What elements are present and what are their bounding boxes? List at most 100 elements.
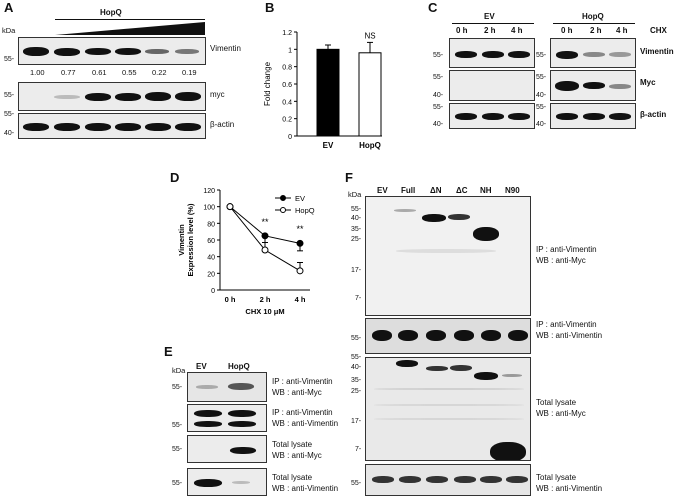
ip-label: IP : anti-Vimentin [272, 408, 333, 417]
ip-label: Total lysate [536, 473, 577, 482]
ip-label: Total lysate [272, 473, 313, 482]
significance-label: NS [364, 31, 375, 40]
timepoint: 0 h [561, 26, 573, 35]
ratio: 0.61 [92, 68, 107, 77]
panel-label-d: D [170, 170, 180, 185]
blot-c-hopq-vimentin [550, 38, 636, 68]
y-tick-label: 80 [207, 221, 215, 228]
blot-c-ev-vimentin [449, 38, 535, 68]
wb-label: WB : anti-Myc [272, 451, 322, 460]
ratio: 0.19 [182, 68, 197, 77]
lane-label: HopQ [228, 362, 250, 371]
data-point [261, 246, 269, 254]
x-axis-label: CHX 10 μM [245, 307, 284, 316]
blot-label-vimentin: Vimentin [640, 47, 674, 56]
y-tick-label: 60 [207, 238, 215, 245]
blot-f-ip-vimentin [365, 318, 531, 354]
marker: 35- [351, 377, 362, 384]
timepoint: 2 h [484, 26, 496, 35]
marker: 17- [351, 418, 362, 425]
ratio: 1.00 [30, 68, 45, 77]
y-tick-label: 120 [203, 188, 215, 195]
significance-label: ** [261, 217, 269, 227]
y-tick-label: 20 [207, 271, 215, 278]
marker: 55- [433, 104, 444, 111]
blot-e-total-myc [187, 435, 267, 463]
marker: 40- [351, 215, 362, 222]
y-axis-label: Vimentin [177, 224, 186, 256]
bar [316, 48, 340, 137]
ip-label: Total lysate [536, 398, 577, 407]
marker: 40- [536, 92, 547, 99]
marker: 55- [536, 74, 547, 81]
ratio: 0.22 [152, 68, 167, 77]
blot-f-total-myc [365, 357, 531, 461]
chart-b: 0 0.2 0.4 0.6 0.8 1 1.2 Fold change EV HopQ NS [263, 30, 382, 150]
y-tick-label: 40 [207, 255, 215, 262]
panel-label-c: C [428, 0, 438, 15]
ip-label: IP : anti-Vimentin [536, 320, 597, 329]
x-tick-label: EV [323, 141, 334, 150]
timepoint: 2 h [590, 26, 602, 35]
x-tick-label: 0 h [225, 295, 236, 304]
marker: 55- [4, 56, 15, 63]
y-tick-label: 0.6 [282, 82, 292, 89]
marker: 55- [172, 480, 183, 487]
marker: 55- [172, 384, 183, 391]
kda-label: kDa [2, 26, 16, 35]
panel-label-e: E [164, 344, 173, 359]
marker: 25- [351, 388, 362, 395]
blot-a-actin [18, 113, 206, 139]
panel-label-f: F [345, 170, 353, 185]
blot-label-actin: β-actin [640, 110, 667, 119]
data-point [226, 203, 234, 211]
y-tick-label: 0 [288, 134, 292, 141]
y-tick-label: 0 [211, 288, 215, 295]
ratio: 0.55 [122, 68, 137, 77]
legend-marker [280, 195, 286, 201]
timepoint: 4 h [616, 26, 628, 35]
y-tick-label: 100 [203, 205, 215, 212]
lane-label: NH [480, 186, 492, 195]
marker: 55- [351, 354, 362, 361]
group-line [553, 23, 635, 24]
marker: 55- [536, 52, 547, 59]
blot-label-actin: β-actin [210, 120, 235, 129]
blot-c-hopq-myc [550, 70, 636, 101]
blot-c-ev-myc [449, 70, 535, 101]
marker: 55- [4, 111, 15, 118]
ratio: 0.77 [61, 68, 76, 77]
marker: 25- [351, 236, 362, 243]
ip-label: Total lysate [272, 440, 313, 449]
marker: 7- [355, 446, 362, 453]
group-label-hopq: HopQ [100, 8, 122, 17]
blot-c-ev-actin [449, 103, 535, 129]
blot-e-ip-vimentin [187, 404, 267, 432]
wb-label: WB : anti-Vimentin [272, 484, 339, 493]
lane-label: ΔN [430, 186, 442, 195]
group-label-ev: EV [484, 12, 495, 21]
marker: 55- [351, 335, 362, 342]
x-tick-label: 2 h [260, 295, 271, 304]
group-line [55, 19, 205, 20]
blot-label-vimentin: Vimentin [210, 44, 241, 53]
marker: 55- [172, 422, 183, 429]
x-tick-label: HopQ [359, 141, 381, 150]
blot-a-myc [18, 82, 206, 111]
blot-a-vimentin [18, 37, 206, 65]
lane-label: N90 [505, 186, 520, 195]
kda-label: kDa [348, 190, 362, 199]
timepoint: 0 h [456, 26, 468, 35]
blot-e-total-vimentin [187, 468, 267, 496]
lane-label: EV [196, 362, 207, 371]
y-tick-label: 1.2 [282, 30, 292, 37]
marker: 55- [172, 446, 183, 453]
panel-label-b: B [265, 0, 275, 15]
blot-c-hopq-actin [550, 103, 636, 129]
x-tick-label: 4 h [295, 295, 306, 304]
ip-label: IP : anti-Vimentin [536, 245, 597, 254]
group-line [452, 23, 534, 24]
legend-label: HopQ [295, 206, 315, 215]
blot-f-total-vimentin [365, 464, 531, 496]
panel-label-a: A [4, 0, 14, 15]
